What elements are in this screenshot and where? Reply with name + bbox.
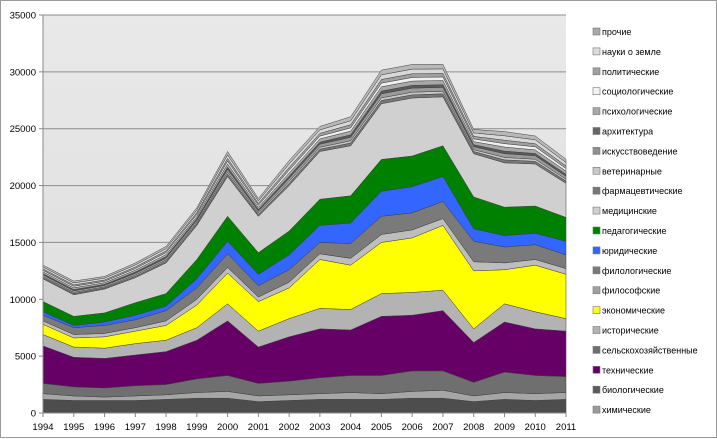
y-tick-label: 20000 xyxy=(10,181,36,192)
legend-item: науки о земле xyxy=(592,47,661,57)
y-tick-label: 10000 xyxy=(10,295,36,306)
legend-swatch xyxy=(592,266,601,275)
legend-item: юридические xyxy=(592,246,657,256)
legend-swatch xyxy=(592,286,601,295)
legend-item: архитектура xyxy=(592,127,653,137)
x-tick-label: 2008 xyxy=(463,422,484,433)
legend-item: исторические xyxy=(592,326,659,336)
x-tick-label: 2001 xyxy=(248,422,269,433)
x-tick-label: 2005 xyxy=(371,422,392,433)
legend-swatch xyxy=(592,246,601,255)
legend-label: экономические xyxy=(602,306,665,316)
legend-swatch xyxy=(592,186,601,195)
legend-item: социологические xyxy=(592,87,673,97)
legend-label: искусствоведение xyxy=(602,146,678,156)
legend-label: прочие xyxy=(602,27,631,37)
x-tick-label: 2000 xyxy=(217,422,238,433)
y-tick-label: 5000 xyxy=(15,352,36,363)
legend-label: юридические xyxy=(602,246,657,256)
legend-item: психологические xyxy=(592,107,672,117)
legend-item: прочие xyxy=(592,27,631,37)
y-tick-label: 0 xyxy=(31,409,36,420)
legend-label: биологические xyxy=(602,385,664,395)
legend-label: исторические xyxy=(602,326,659,336)
x-tick-label: 1999 xyxy=(186,422,207,433)
legend-swatch xyxy=(592,365,601,374)
y-tick-label: 15000 xyxy=(10,238,36,249)
legend-swatch xyxy=(592,47,601,56)
legend-item: медицинские xyxy=(592,206,657,216)
legend-swatch xyxy=(592,405,601,414)
legend-swatch xyxy=(592,27,601,36)
legend-item: технические xyxy=(592,365,654,375)
legend-item: фармацевтические xyxy=(592,186,683,196)
legend-swatch xyxy=(592,385,601,394)
legend-label: психологические xyxy=(602,107,672,117)
legend-label: филологические xyxy=(602,266,671,276)
legend-label: философские xyxy=(602,286,660,296)
x-tick-label: 1994 xyxy=(32,422,53,433)
legend-item: экономические xyxy=(592,306,665,316)
legend-swatch xyxy=(592,346,601,354)
legend-label: архитектура xyxy=(602,127,653,137)
x-tick-label: 2007 xyxy=(432,422,453,433)
legend-label: медицинские xyxy=(602,206,657,216)
legend-swatch xyxy=(592,326,601,334)
x-tick-label: 2010 xyxy=(525,422,546,433)
legend-swatch xyxy=(592,127,601,135)
legend-label: педагогические xyxy=(602,226,667,236)
x-tick-label: 2003 xyxy=(309,422,330,433)
x-tick-label: 2006 xyxy=(402,422,423,433)
legend-label: технические xyxy=(602,365,654,375)
x-tick-label: 2004 xyxy=(340,422,361,433)
legend-item: химические xyxy=(592,405,651,415)
legend-label: социологические xyxy=(602,87,673,97)
y-tick-label: 25000 xyxy=(10,124,36,135)
x-tick-label: 1995 xyxy=(63,422,84,433)
x-tick-label: 2011 xyxy=(556,422,576,433)
legend-label: сельскохозяйственные xyxy=(602,345,698,355)
legend-swatch xyxy=(592,206,601,215)
legend-swatch xyxy=(592,226,601,235)
area-series-19 xyxy=(42,64,567,284)
legend-item: сельскохозяйственные xyxy=(592,345,698,355)
legend-item: философские xyxy=(592,286,660,296)
x-tick-label: 2009 xyxy=(494,422,515,433)
x-tick-label: 1998 xyxy=(155,422,176,433)
x-tick-label: 2002 xyxy=(279,422,300,433)
legend-item: биологические xyxy=(592,385,664,395)
legend-label: ветеринарные xyxy=(602,166,662,176)
legend-swatch xyxy=(592,306,601,314)
legend-item: ветеринарные xyxy=(592,166,662,176)
x-tick-label: 1997 xyxy=(125,422,146,433)
y-tick-label: 35000 xyxy=(10,11,36,22)
legend-item: педагогические xyxy=(592,226,667,236)
x-tick-label: 1996 xyxy=(94,422,115,433)
legend-label: фармацевтические xyxy=(602,186,683,196)
legend-swatch xyxy=(592,107,601,115)
legend-item: политические xyxy=(592,67,659,77)
legend-swatch xyxy=(592,67,601,76)
legend-label: политические xyxy=(602,67,659,77)
legend-swatch xyxy=(592,147,601,155)
legend-item: искусствоведение xyxy=(592,146,678,156)
y-tick-label: 30000 xyxy=(10,67,36,78)
legend-label: химические xyxy=(602,405,651,415)
legend-swatch xyxy=(592,87,601,95)
legend-label: науки о земле xyxy=(602,47,661,57)
legend-item: филологические xyxy=(592,266,671,276)
legend-swatch xyxy=(592,167,601,175)
